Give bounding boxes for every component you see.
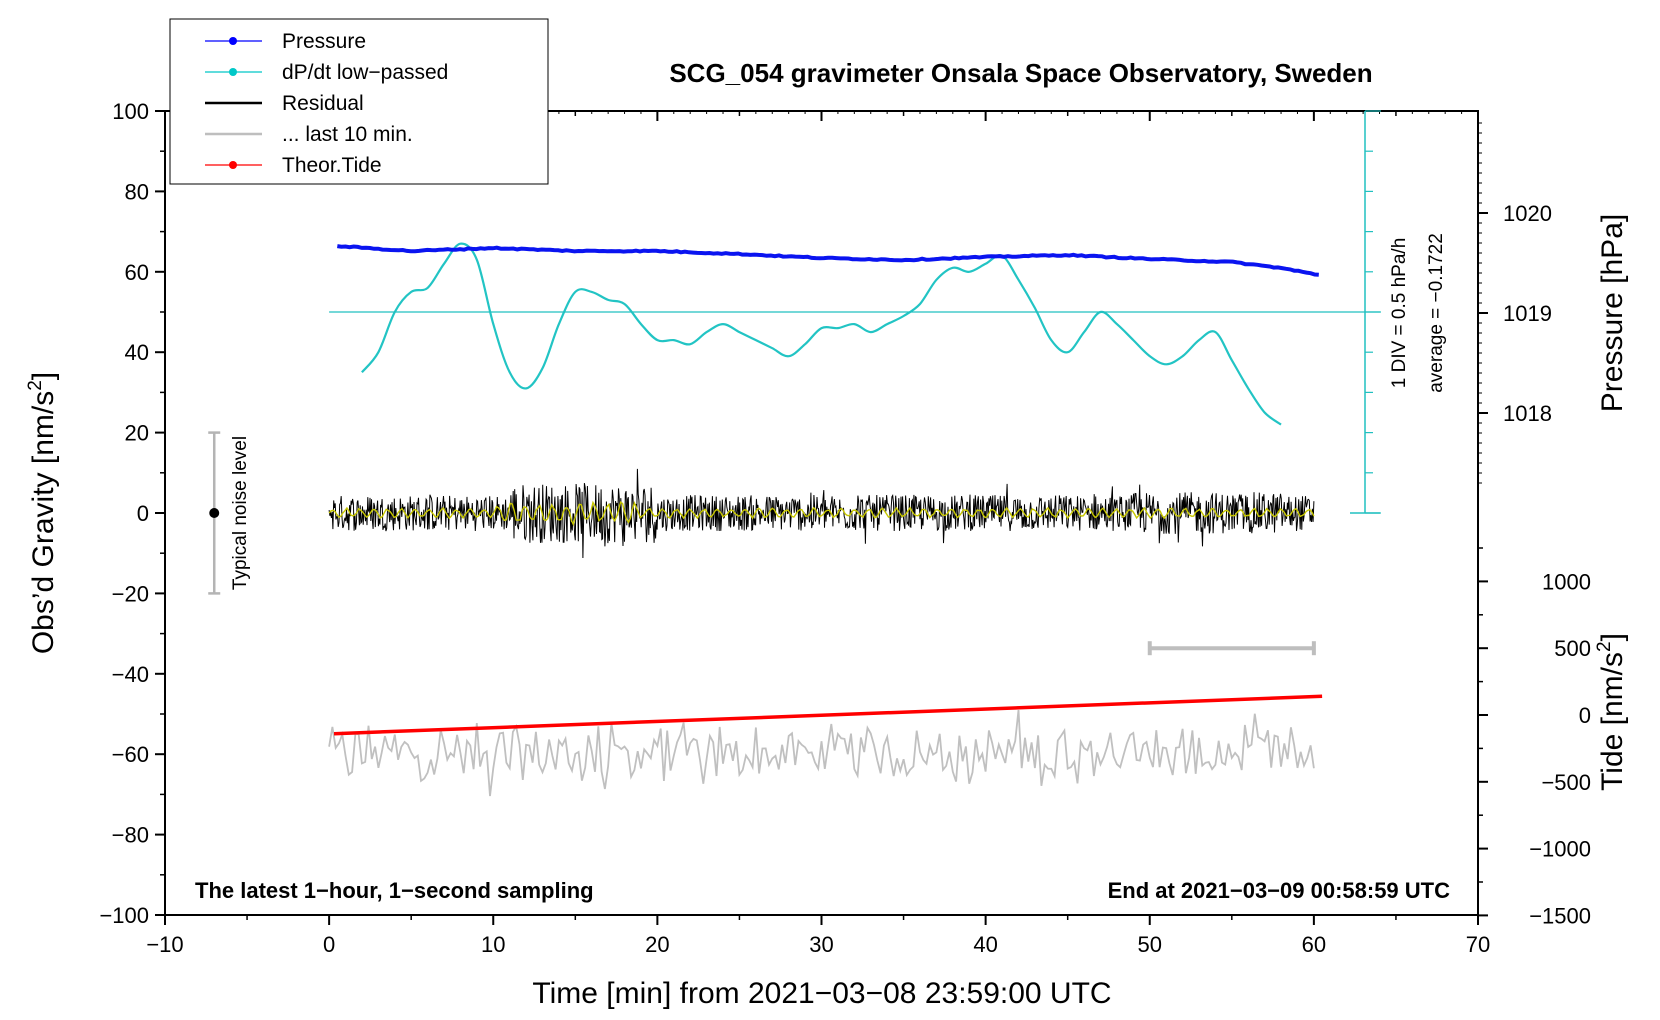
noise-level-label: Typical noise level [230,436,251,590]
y-axis-title-pressure: Pressure [hPa] [1596,214,1629,412]
legend-marker [229,68,237,76]
footer-sampling: The latest 1−hour, 1−second sampling [195,878,594,903]
legend-label: ... last 10 min. [282,123,413,146]
pressure-tick-label: 1019 [1503,301,1552,326]
x-tick-label: 50 [1138,932,1162,957]
legend-marker [229,161,237,169]
y-tick-label: 0 [137,501,149,526]
y-tick-label: 100 [112,99,149,124]
data-series [328,242,1323,797]
y-axis-title-left: Obs’d Gravity [nm/s2] [25,372,60,654]
dpdt-average-label: average = −0.1722 [1426,233,1447,393]
y-tick-label: −60 [112,742,149,767]
x-tick-label: 70 [1466,932,1490,957]
tide-tick-label: −1000 [1529,837,1591,862]
tide-tick-label: 1000 [1542,569,1591,594]
pressure-tick-label: 1020 [1503,201,1552,226]
y-tick-label: −20 [112,581,149,606]
tide-tick-label: 500 [1554,636,1591,661]
chart-title: SCG_054 gravimeter Onsala Space Observat… [669,58,1372,88]
legend-label: Pressure [282,30,366,53]
x-tick-label: 20 [645,932,669,957]
tide-tick-label: −1500 [1529,903,1591,928]
last-10-min-series [328,709,1315,797]
x-tick-label: 10 [481,932,505,957]
footer-end-time: End at 2021−03−09 00:58:59 UTC [1108,878,1451,903]
tide-tick-label: −500 [1541,770,1591,795]
annotation-marks [208,110,1381,656]
y-tick-label: −40 [112,662,149,687]
tide-tick-label: 0 [1579,703,1591,728]
legend-entries: Pressure dP/dt low−passed Residual ... last… [205,30,448,177]
noise-level-dot [209,508,220,518]
legend: Pressure dP/dt low−passed Residual ... last… [169,18,549,185]
x-tick-label: 40 [973,932,997,957]
tide-series [333,694,1323,736]
axes-ticks: −10 0 10 20 30 40 50 60 70−100−80−60−40−20020406… [99,99,1591,957]
legend-label: dP/dt low−passed [282,61,448,84]
x-tick-label: 0 [323,932,335,957]
dpdt-scale-label: 1 DIV = 0.5 hPa/h [1389,238,1410,389]
y-tick-label: 40 [125,340,149,365]
y-axis-title-tide: Tide [nm/s2] [1594,633,1629,791]
x-tick-label: 60 [1302,932,1326,957]
y-tick-label: −100 [99,903,149,928]
legend-marker [229,37,237,45]
residual-series [328,468,1315,559]
y-tick-label: 20 [125,421,149,446]
legend-label: Theor.Tide [282,154,382,177]
pressure-tick-label: 1018 [1503,401,1552,426]
x-tick-label: −10 [146,932,183,957]
pressure-series [337,244,1319,277]
y-tick-label: 80 [125,179,149,204]
y-tick-label: 60 [125,260,149,285]
legend-label: Residual [282,92,364,115]
x-tick-label: 30 [809,932,833,957]
dpdt-series [361,242,1282,426]
legend-box [169,18,549,185]
residual-smoothed-series [328,500,1315,527]
x-axis-title: Time [min] from 2021−03−08 23:59:00 UTC [532,977,1111,1010]
y-tick-label: −80 [112,823,149,848]
